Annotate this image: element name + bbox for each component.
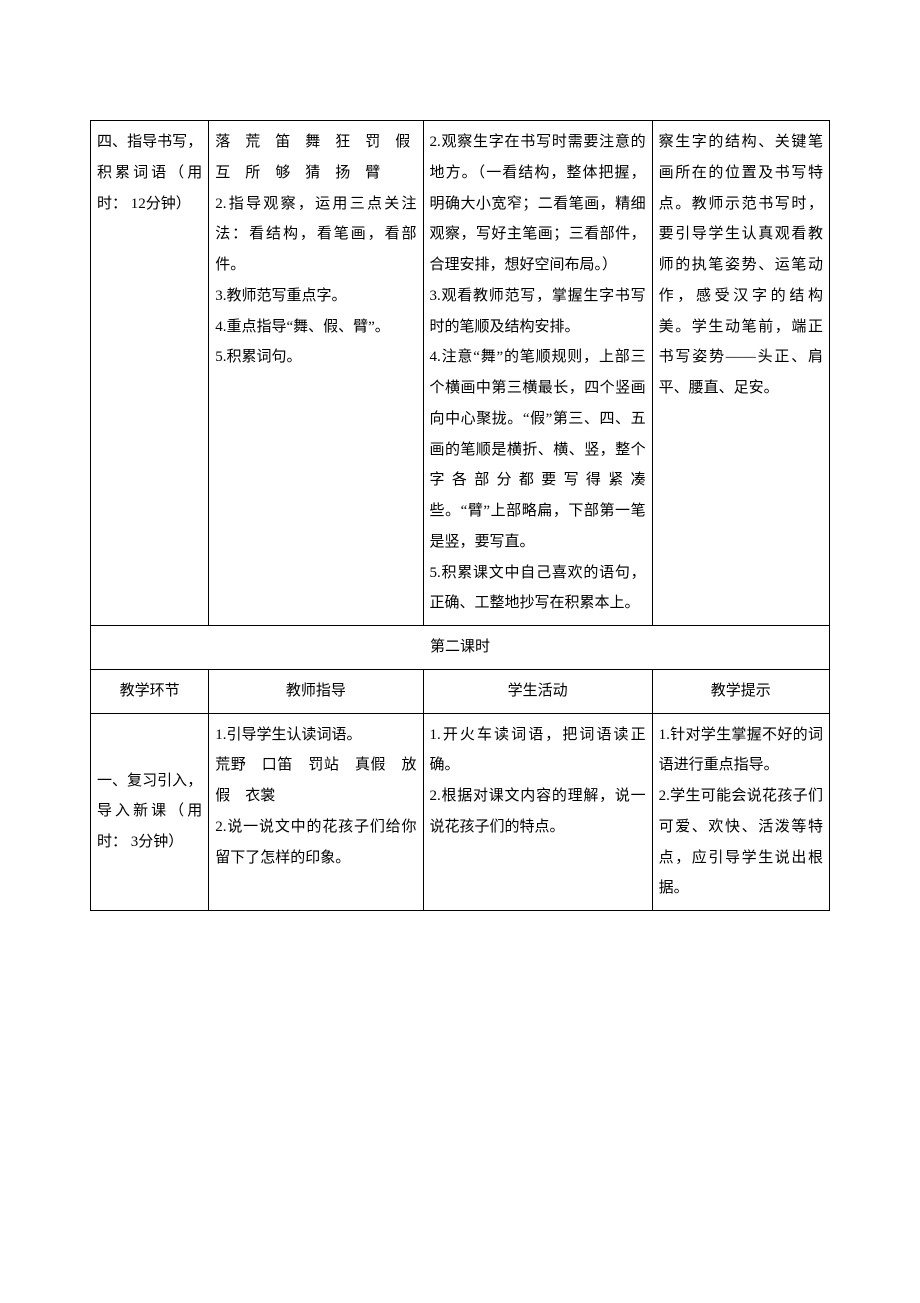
table-row: 教学环节 教师指导 学生活动 教学提示 <box>91 669 830 713</box>
cell-r4-c1: 一、复习引入，导入新课（用时： 3分钟） <box>91 713 209 911</box>
cell-r4-c3: 1.开火车读词语，把词语读正确。2.根据对课文内容的理解，说一说花孩子们的特点。 <box>423 713 652 911</box>
cell-r4-c2: 1.引导学生认读词语。荒野 口笛 罚站 真假 放假 衣裳2.说一说文中的花孩子们… <box>209 713 423 911</box>
cell-r1-c1: 四、指导书写，积累词语（用时： 12分钟） <box>91 121 209 626</box>
cell-header-c1: 教学环节 <box>91 669 209 713</box>
cell-header-c4: 教学提示 <box>652 669 829 713</box>
lesson-plan-table: 四、指导书写，积累词语（用时： 12分钟） 落 荒 笛 舞 狂 罚 假互 所 够… <box>90 120 830 911</box>
table-row: 一、复习引入，导入新课（用时： 3分钟） 1.引导学生认读词语。荒野 口笛 罚站… <box>91 713 830 911</box>
cell-r4-c4: 1.针对学生掌握不好的词语进行重点指导。2.学生可能会说花孩子们可爱、欢快、活泼… <box>652 713 829 911</box>
cell-r1-c3: 2.观察生字在书写时需要注意的地方。（一看结构，整体把握，明确大小宽窄；二看笔画… <box>423 121 652 626</box>
cell-header-c2: 教师指导 <box>209 669 423 713</box>
cell-r1-c4: 察生字的结构、关键笔画所在的位置及书写特点。教师示范书写时，要引导学生认真观看教… <box>652 121 829 626</box>
document-page: 四、指导书写，积累词语（用时： 12分钟） 落 荒 笛 舞 狂 罚 假互 所 够… <box>0 0 920 1303</box>
cell-r1-c2: 落 荒 笛 舞 狂 罚 假互 所 够 猜 扬 臂2.指导观察，运用三点关注法：看… <box>209 121 423 626</box>
cell-section-title: 第二课时 <box>91 626 830 670</box>
table-row: 第二课时 <box>91 626 830 670</box>
cell-header-c3: 学生活动 <box>423 669 652 713</box>
table-row: 四、指导书写，积累词语（用时： 12分钟） 落 荒 笛 舞 狂 罚 假互 所 够… <box>91 121 830 626</box>
